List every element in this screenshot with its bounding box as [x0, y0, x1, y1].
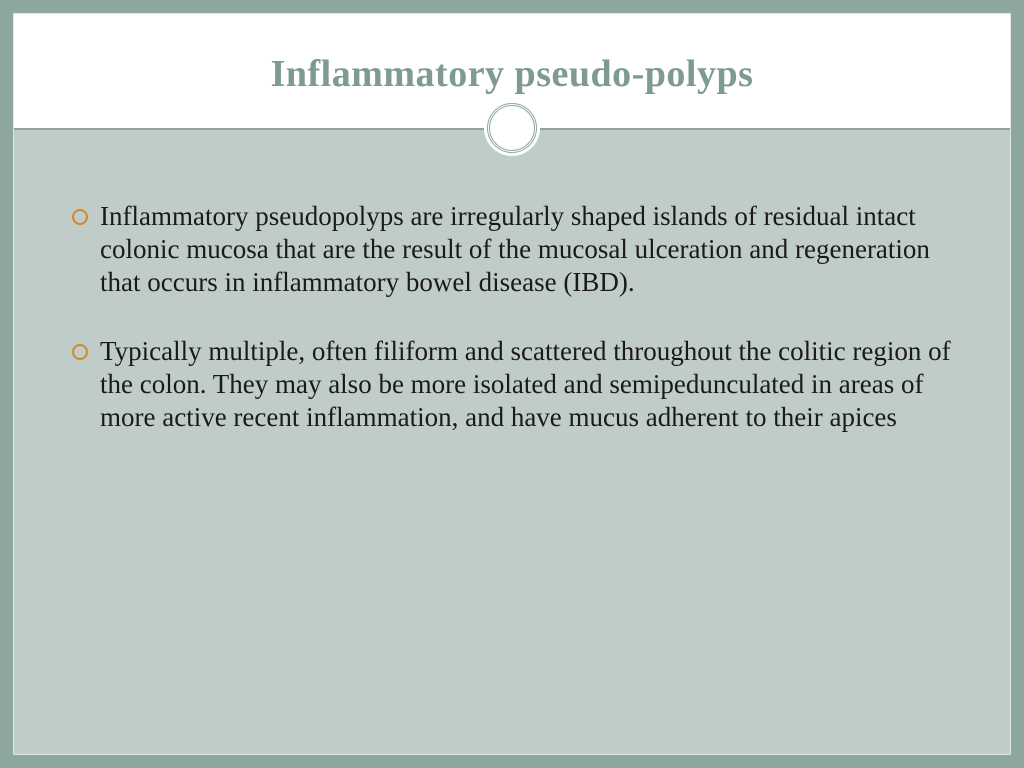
presentation-slide: Inflammatory pseudo-polyps Inflammatory …	[13, 13, 1011, 755]
slide-body: Inflammatory pseudopolyps are irregularl…	[14, 130, 1010, 510]
bullet-item: Typically multiple, often filiform and s…	[70, 335, 962, 434]
circle-ornament-icon	[484, 100, 540, 156]
bullet-item: Inflammatory pseudopolyps are irregularl…	[70, 200, 962, 299]
slide-title: Inflammatory pseudo-polyps	[14, 14, 1010, 96]
slide-header: Inflammatory pseudo-polyps	[14, 14, 1010, 130]
bullet-list: Inflammatory pseudopolyps are irregularl…	[70, 200, 962, 434]
